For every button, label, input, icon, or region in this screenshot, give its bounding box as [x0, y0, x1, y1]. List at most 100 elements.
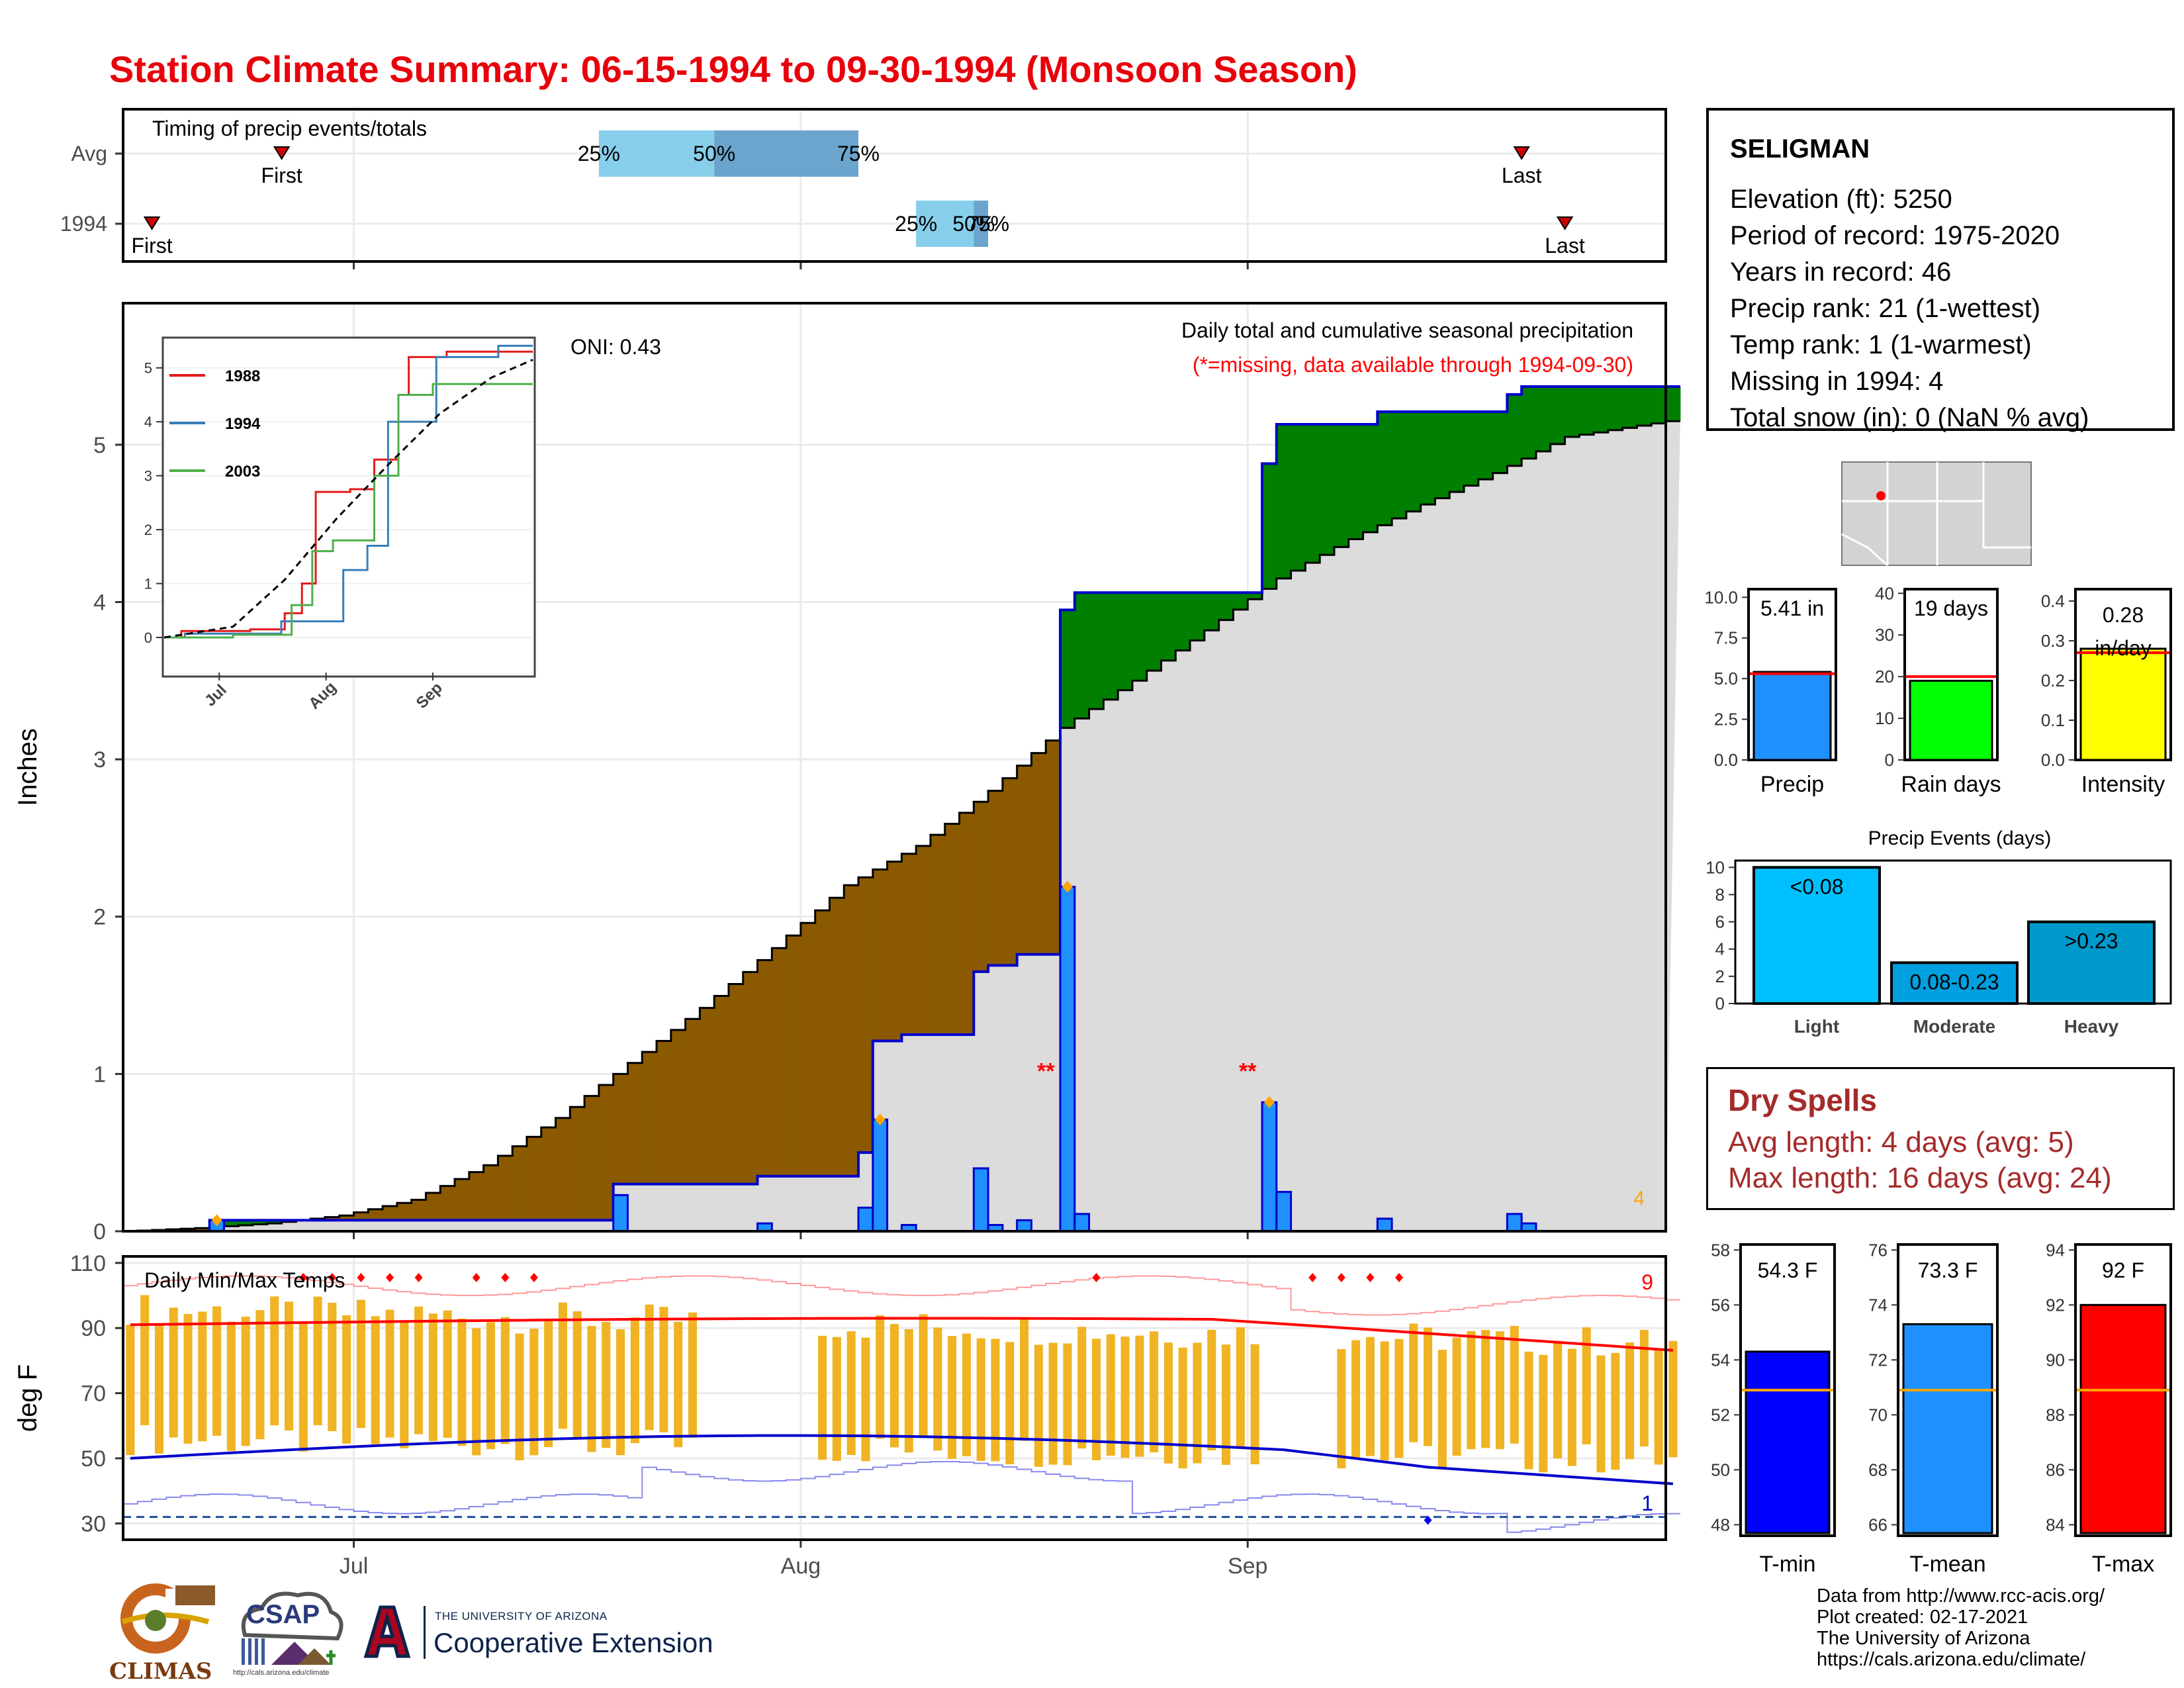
daily-temp-bar — [169, 1307, 178, 1438]
temp-summary-value-label: 92 F — [2102, 1258, 2144, 1282]
precip-surplus-segment — [1233, 592, 1248, 610]
daily-temp-bar — [1120, 1336, 1130, 1458]
timing-last-marker — [1556, 216, 1574, 230]
timing-row-label: Avg — [71, 142, 107, 165]
precip-y-tick-label: 3 — [93, 747, 106, 773]
precip-surplus-segment — [1204, 592, 1220, 631]
average-max-temp-line — [130, 1317, 1674, 1352]
temp-y-tick-label: 70 — [81, 1382, 106, 1407]
csap-url: http://cals.arizona.edu/climate — [233, 1669, 330, 1677]
record-high-marker — [414, 1272, 423, 1282]
precip-surplus-segment — [1420, 411, 1436, 505]
credit-data-source: Data from http://www.rcc-acis.org/ — [1817, 1585, 2105, 1607]
record-low-marker — [1424, 1515, 1432, 1525]
summary-value-label: 5.41 in — [1760, 596, 1824, 620]
daily-temp-bar — [889, 1324, 899, 1448]
precip-deficit-segment — [858, 877, 874, 1153]
precip-deficit-segment — [498, 1155, 513, 1221]
temp-summary-bar — [1745, 1350, 1831, 1534]
record-high-marker — [472, 1272, 480, 1282]
daily-temp-bar — [500, 1317, 510, 1444]
credits: Data from http://www.rcc-acis.org/ Plot … — [1817, 1585, 2105, 1670]
record-high-marker — [1394, 1272, 1403, 1282]
inset-legend-label: 1988 — [225, 367, 260, 385]
station-precip-rank: Precip rank: 21 (1-wettest) — [1730, 294, 2041, 323]
precip-surplus-segment — [1060, 610, 1075, 728]
daily-temp-bar — [1510, 1325, 1519, 1444]
station-temp-rank: Temp rank: 1 (1-warmest) — [1730, 330, 2032, 359]
precip-surplus-segment — [1161, 592, 1176, 661]
record-high-marker — [1092, 1272, 1101, 1282]
temp-y-axis-label: deg F — [13, 1364, 42, 1432]
temp-frame — [122, 1255, 1667, 1541]
inset-y-tick-label: 0 — [144, 630, 152, 646]
daily-temp-bar — [255, 1310, 265, 1440]
temp-summary-y-tick-label: 56 — [1711, 1295, 1730, 1315]
precip-deficit-segment — [642, 1052, 657, 1184]
summary-category-label: Rain days — [1901, 772, 2001, 797]
csap-logo[interactable]: CSAP http://cals.arizona.edu/climate — [232, 1585, 347, 1685]
precip-surplus-segment — [1262, 463, 1277, 589]
record-high-line — [123, 1275, 1680, 1316]
daily-temp-bar — [630, 1317, 639, 1444]
timing-p25-label: 25% — [895, 212, 937, 236]
precip-deficit-segment — [714, 996, 729, 1184]
daily-temp-bar — [602, 1321, 611, 1448]
precip-surplus-segment — [1248, 592, 1263, 600]
ua-name: THE UNIVERSITY OF ARIZONA — [435, 1610, 608, 1622]
precip-deficit-segment — [483, 1165, 499, 1221]
precip-deficit-segment — [974, 802, 989, 972]
ua-extension-logo[interactable]: THE UNIVERSITY OF ARIZONA Cooperative Ex… — [361, 1602, 745, 1668]
temp-summary-y-tick-label: 58 — [1711, 1240, 1730, 1260]
daily-temp-bar — [688, 1312, 698, 1438]
precip-chart-subtitle: (*=missing, data available through 1994-… — [1193, 353, 1633, 377]
daily-temp-bar — [457, 1318, 467, 1446]
record-high-marker — [1337, 1272, 1345, 1282]
credit-university: The University of Arizona — [1817, 1628, 2030, 1649]
record-high-marker — [1308, 1272, 1317, 1282]
summary-y-tick-label: 2.5 — [1714, 710, 1738, 729]
temp-summary-y-tick-label: 54 — [1711, 1350, 1730, 1370]
daily-temp-bar — [313, 1296, 322, 1425]
daily-temp-bar — [371, 1316, 380, 1444]
precip-surplus-segment — [1608, 386, 1623, 430]
dry-spells-max: Max length: 16 days (avg: 24) — [1728, 1162, 2112, 1194]
daily-temp-bar — [1611, 1352, 1620, 1470]
precip-deficit-segment — [685, 1019, 701, 1184]
dry-spells-avg: Avg length: 4 days (avg: 5) — [1728, 1126, 2074, 1158]
daily-temp-bar — [1639, 1330, 1649, 1447]
record-high-marker — [386, 1272, 394, 1282]
temp-summary-y-tick-label: 86 — [2046, 1460, 2065, 1479]
temp-summary-y-tick-label: 88 — [2046, 1405, 2065, 1425]
daily-temp-bar — [328, 1303, 337, 1432]
daily-temp-bar — [1351, 1340, 1361, 1460]
timing-p50-label: 50% — [693, 142, 735, 165]
precip-deficit-segment — [700, 1008, 715, 1184]
summary-unit-label: in/day — [2095, 636, 2151, 660]
climas-logo[interactable]: CLIMAS — [109, 1582, 215, 1685]
daily-temp-bar — [645, 1304, 654, 1430]
daily-temp-bar — [486, 1322, 496, 1450]
precip-deficit-segment — [469, 1172, 484, 1221]
events-y-tick-label: 10 — [1706, 857, 1725, 877]
summary-bar — [2079, 647, 2167, 761]
timing-last-marker — [1513, 146, 1530, 160]
timing-p75-label: 75% — [967, 212, 1009, 236]
station-name: SELIGMAN — [1730, 134, 1870, 164]
precip-surplus-segment — [1175, 592, 1191, 651]
summary-category-label: Precip — [1760, 772, 1824, 797]
timing-background — [123, 109, 1666, 261]
temp-summary-y-tick-label: 92 — [2046, 1295, 2065, 1315]
precip-y-tick-label: 5 — [93, 433, 106, 458]
timing-title: Timing of precip events/totals — [152, 117, 427, 140]
ua-block-a-icon — [363, 1605, 411, 1658]
timing-row-label: 1994 — [60, 212, 107, 236]
temp-summary-y-tick-label: 68 — [1868, 1460, 1888, 1479]
daily-temp-bar — [140, 1295, 150, 1426]
precip-deficit-segment — [324, 1217, 340, 1221]
temp-summary-bar — [2079, 1303, 2167, 1534]
